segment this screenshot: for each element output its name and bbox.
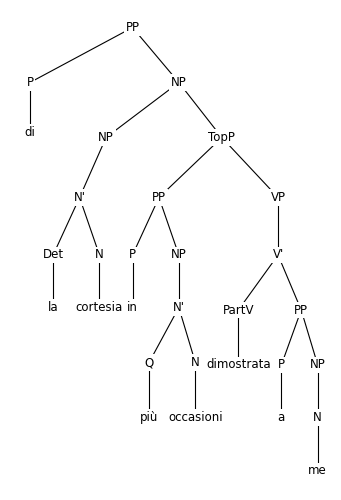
Text: VP: VP bbox=[270, 191, 285, 204]
Text: la: la bbox=[48, 301, 58, 314]
Text: PP: PP bbox=[294, 304, 308, 316]
Text: P: P bbox=[129, 248, 136, 262]
Text: P: P bbox=[27, 76, 33, 89]
Text: N': N' bbox=[74, 191, 86, 204]
Text: cortesia: cortesia bbox=[76, 301, 123, 314]
Text: in: in bbox=[127, 301, 138, 314]
Text: P: P bbox=[278, 358, 285, 372]
Text: NP: NP bbox=[171, 248, 187, 262]
Text: NP: NP bbox=[310, 358, 326, 372]
Text: a: a bbox=[278, 411, 285, 424]
Text: TopP: TopP bbox=[208, 131, 235, 144]
Text: N: N bbox=[95, 248, 104, 262]
Text: dimostrata: dimostrata bbox=[206, 358, 271, 372]
Text: PartV: PartV bbox=[223, 304, 254, 316]
Text: di: di bbox=[25, 126, 35, 139]
Text: N': N' bbox=[173, 301, 185, 314]
Text: N: N bbox=[313, 411, 322, 424]
Text: NP: NP bbox=[171, 76, 187, 89]
Text: V': V' bbox=[272, 248, 284, 262]
Text: più: più bbox=[140, 411, 158, 424]
Text: PP: PP bbox=[125, 21, 139, 34]
Text: Det: Det bbox=[43, 248, 64, 262]
Text: N: N bbox=[191, 356, 200, 369]
Text: Q: Q bbox=[145, 356, 154, 369]
Text: PP: PP bbox=[152, 191, 166, 204]
Text: NP: NP bbox=[98, 131, 114, 144]
Text: occasioni: occasioni bbox=[168, 411, 223, 424]
Text: me: me bbox=[308, 464, 327, 477]
